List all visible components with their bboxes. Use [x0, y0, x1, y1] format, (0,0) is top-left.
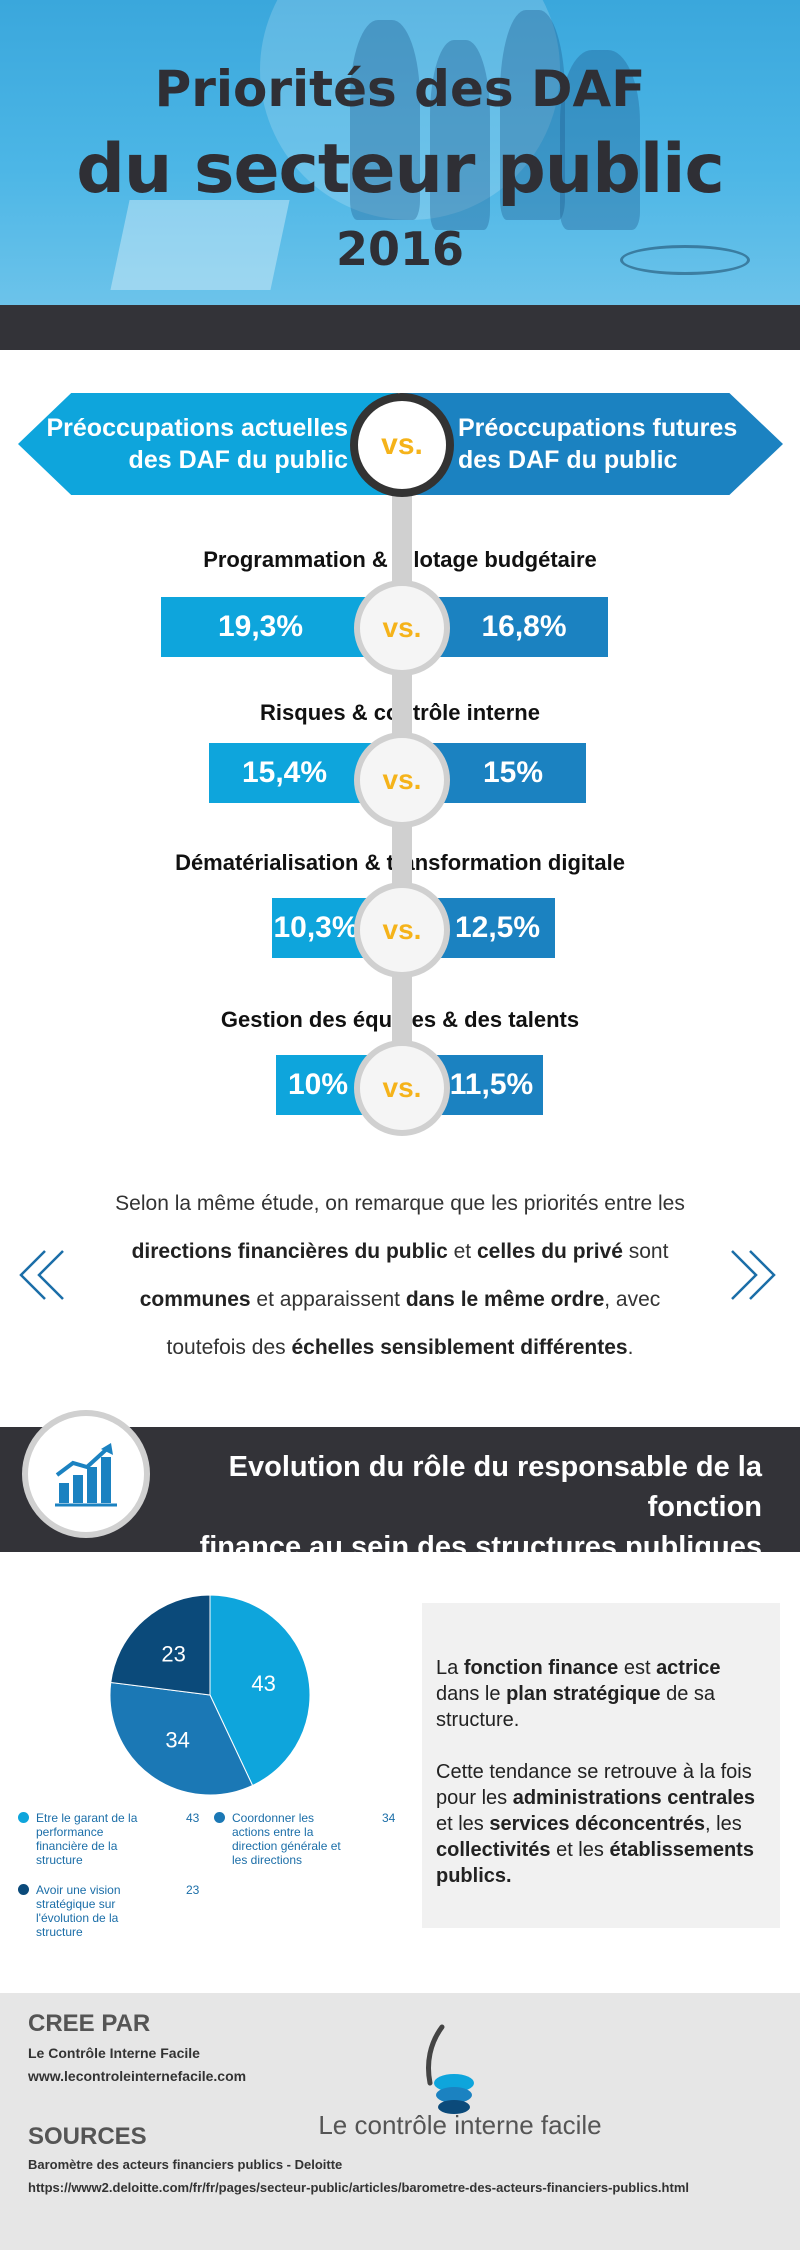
box-text: La [436, 1657, 464, 1679]
current-value-label: 15,4% [241, 756, 328, 789]
pie-slice [110, 1594, 211, 1696]
created-by-name: Le Contrôle Interne Facile [28, 2045, 200, 2061]
created-by-heading: CREE PAR [28, 2010, 151, 2037]
study-text-bold: échelles sensiblement différentes [291, 1336, 628, 1359]
box-text: , les [705, 1813, 742, 1835]
vs-badge: vs. [354, 580, 450, 676]
current-value-label: 19,3% [217, 610, 304, 643]
vs-badge: vs. [354, 882, 450, 978]
current-value-label: 10% [287, 1068, 349, 1101]
study-paragraph: Selon la même étude, on remarque que les… [90, 1180, 710, 1372]
study-text: sont [622, 1240, 669, 1263]
pie-slice-label: 34 [165, 1727, 189, 1752]
box-text: et les [436, 1813, 490, 1835]
brand-logo-icon [426, 2024, 474, 2114]
legend-swatch [18, 1812, 29, 1823]
title-line-2: du secteur public [76, 130, 725, 209]
study-text: et apparaissent [250, 1288, 406, 1311]
future-value-label: 11,5% [449, 1068, 534, 1101]
title-year: 2016 [335, 222, 465, 276]
footer [0, 1993, 800, 2250]
box-text: Cette tendance se retrouve à la fois pou… [436, 1761, 752, 1809]
next-chevrons-icon[interactable] [720, 1245, 780, 1305]
future-value-label: 15% [482, 756, 544, 789]
title-line-1: Priorités des DAF [154, 60, 646, 118]
hero-silhouette-1 [350, 20, 420, 220]
legend-item: Etre le garant de la performance financi… [18, 1811, 208, 1881]
brand-name: Le contrôle interne facile [318, 2110, 602, 2140]
legend-value: 23 [186, 1883, 200, 1897]
box-text-bold: administrations centrales [512, 1787, 756, 1809]
hero-banner: Priorités des DAF du secteur public 2016 [0, 0, 800, 305]
hero-dark-bar [0, 305, 800, 350]
source-url[interactable]: https://www2.deloitte.com/fr/fr/pages/se… [28, 2180, 689, 2195]
legend-label: Coordonner les actions entre la directio… [232, 1811, 341, 1867]
legend-item: Avoir une vision stratégique sur l'évolu… [18, 1883, 208, 1943]
study-text: . [627, 1336, 634, 1359]
current-heading-line-1: Préoccupations actuelles [46, 414, 348, 442]
study-text: toutefois des [166, 1336, 292, 1359]
growth-chart-badge [22, 1410, 150, 1538]
study-text: et [447, 1240, 477, 1263]
hero-silhouette-2 [430, 40, 490, 230]
study-text-bold: communes [139, 1288, 251, 1311]
vs-badge: vs. [354, 1040, 450, 1136]
section-title-line-2: finance au sein des structures publiques [199, 1531, 762, 1563]
finance-role-box: La fonction finance est actrice dans le … [422, 1603, 780, 1928]
source-name: Baromètre des acteurs financiers publics… [28, 2157, 343, 2172]
current-value-label: 10,3% [273, 911, 359, 944]
finance-role-paragraph-1: La fonction finance est actrice dans le … [436, 1655, 766, 1733]
box-text-bold: services déconcentrés [489, 1813, 706, 1835]
role-pie-chart: 43 34 23 [109, 1594, 311, 1796]
pie-slice-label: 23 [161, 1642, 185, 1667]
study-text-bold: dans le même ordre [405, 1288, 605, 1311]
box-text-bold: collectivités [436, 1839, 551, 1861]
vs-badge: vs. [354, 732, 450, 828]
current-heading-line-2: des DAF du public [128, 446, 348, 474]
legend-value: 34 [382, 1811, 396, 1825]
legend-label: Etre le garant de la performance financi… [36, 1811, 138, 1867]
box-text: dans le [436, 1683, 507, 1705]
legend-swatch [214, 1812, 225, 1823]
legend-item: Coordonner les actions entre la directio… [214, 1811, 404, 1881]
sources-heading: SOURCES [28, 2123, 147, 2150]
legend-label: Avoir une vision stratégique sur l'évolu… [36, 1883, 121, 1939]
pie-slice [109, 1681, 254, 1796]
box-text: est [618, 1657, 657, 1679]
legend-swatch [18, 1884, 29, 1895]
hero-silhouette-3 [500, 10, 565, 220]
box-text: de sa structure. [436, 1683, 716, 1731]
study-text-bold: directions financières du public [131, 1240, 448, 1263]
future-value-label: 12,5% [454, 911, 541, 944]
box-text: et les [550, 1839, 610, 1861]
pie-slice [209, 1594, 311, 1787]
hero-silhouette-4 [560, 50, 640, 230]
pie-slice-label: 43 [251, 1671, 275, 1696]
created-by-url[interactable]: www.lecontroleinternefacile.com [28, 2068, 247, 2084]
future-heading-line-2: des DAF du public [458, 446, 678, 474]
previous-chevrons-icon[interactable] [15, 1245, 75, 1305]
finance-role-paragraph-2: Cette tendance se retrouve à la fois pou… [436, 1759, 766, 1889]
box-text-bold: établissements publics. [436, 1839, 754, 1887]
study-text: Selon la même étude, on remarque que les… [115, 1192, 685, 1215]
section-title: Evolution du rôle du responsable de la f… [142, 1447, 762, 1567]
study-text: , avec [604, 1288, 661, 1311]
section-title-line-1: Evolution du rôle du responsable de la f… [228, 1451, 762, 1523]
box-text-bold: plan stratégique [506, 1683, 661, 1705]
future-value-label: 16,8% [481, 610, 567, 643]
future-heading-line-1: Préoccupations futures [458, 414, 738, 442]
legend-value: 43 [186, 1811, 200, 1825]
hero-glasses [620, 245, 750, 275]
box-text-bold: actrice [656, 1657, 721, 1679]
future-concerns-heading: Préoccupations futures des DAF du public [400, 393, 783, 495]
study-text-bold: celles du privé [476, 1240, 623, 1263]
box-text-bold: fonction finance [463, 1657, 619, 1679]
vs-header-badge: vs. [350, 393, 454, 497]
current-concerns-heading: Préoccupations actuelles des DAF du publ… [18, 393, 398, 495]
growth-chart-icon [55, 1443, 117, 1507]
